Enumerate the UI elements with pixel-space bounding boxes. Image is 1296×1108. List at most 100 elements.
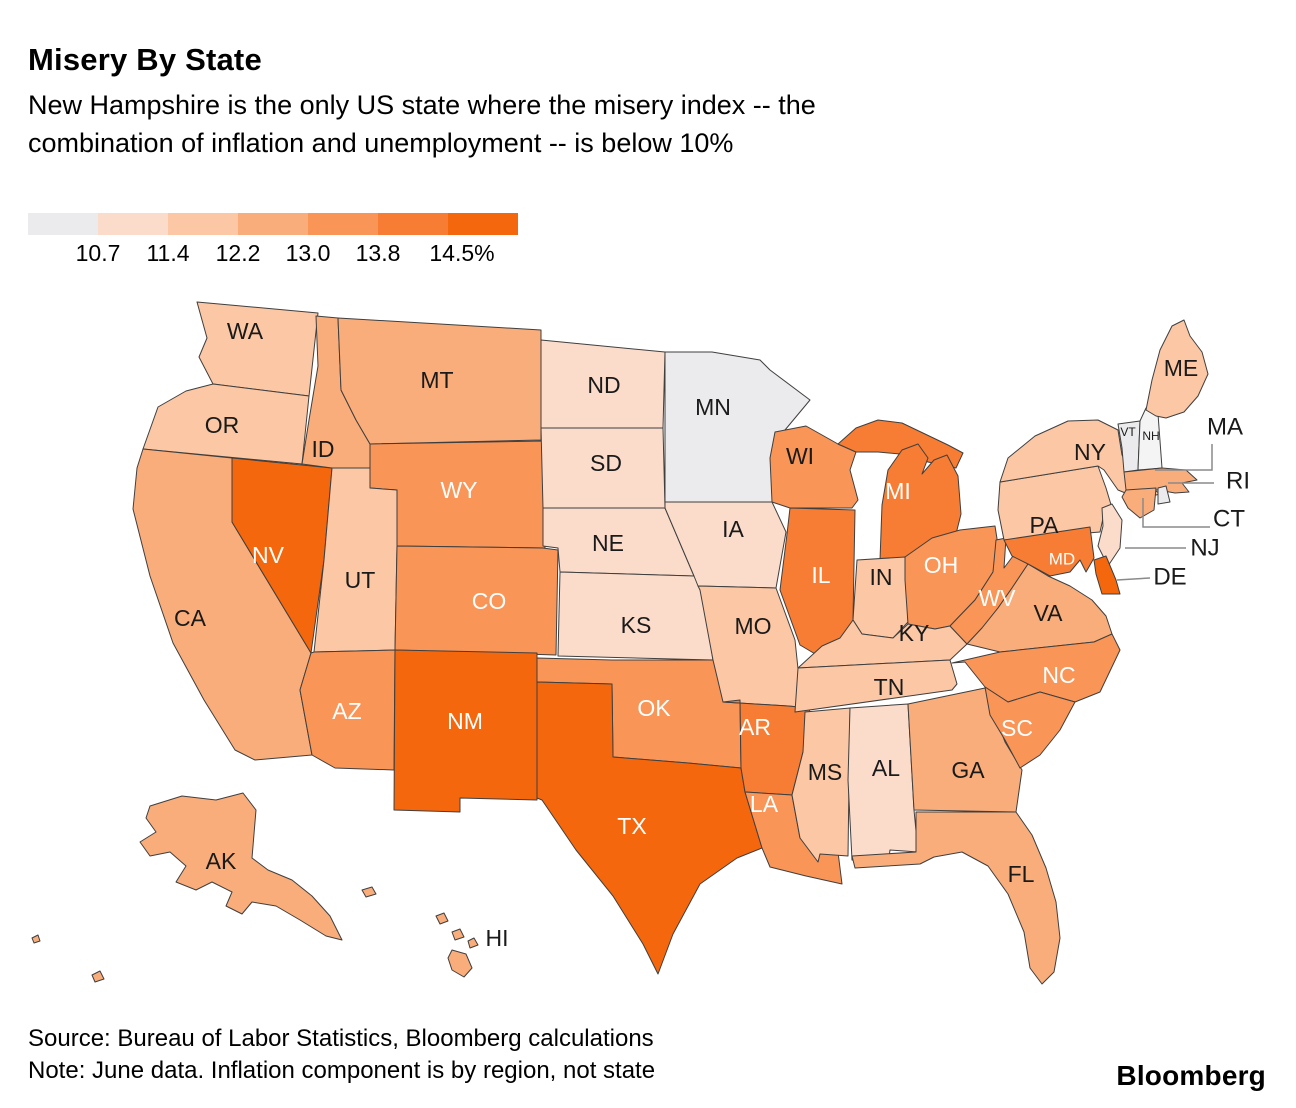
state-DE [1093, 555, 1121, 595]
state-label-ND: ND [587, 372, 620, 398]
state-CO [394, 545, 559, 656]
legend-swatch-3 [238, 213, 308, 235]
state-ME [1145, 319, 1209, 419]
state-label-NY: NY [1074, 439, 1106, 465]
chart-subtitle: New Hampshire is the only US state where… [28, 86, 816, 162]
state-AK-part2 [31, 934, 41, 944]
state-label-CT: CT [1213, 506, 1245, 533]
state-AK-part1 [91, 970, 105, 983]
state-label-VT: VT [1120, 425, 1136, 439]
state-label-MD: MD [1049, 550, 1075, 569]
legend-swatches [28, 213, 518, 235]
state-label-WA: WA [227, 318, 264, 344]
state-SC [984, 686, 1076, 769]
legend-swatch-4 [308, 213, 378, 235]
state-label-KS: KS [621, 612, 652, 638]
state-label-IL: IL [811, 562, 830, 588]
state-label-TN: TN [874, 674, 905, 700]
state-label-AK: AK [206, 848, 237, 874]
state-label-LA: LA [750, 791, 779, 817]
state-AK-part0 [139, 792, 343, 941]
state-label-TX: TX [617, 813, 646, 839]
state-label-NV: NV [252, 542, 285, 568]
subtitle-line-1: New Hampshire is the only US state where… [28, 90, 816, 120]
state-label-WI: WI [786, 443, 814, 469]
state-label-MO: MO [734, 613, 771, 639]
state-label-OR: OR [205, 412, 240, 438]
state-NM [393, 649, 538, 813]
legend-swatch-1 [98, 213, 168, 235]
state-label-WV: WV [978, 585, 1016, 611]
legend-swatch-5 [378, 213, 448, 235]
state-label-NH: NH [1142, 429, 1159, 443]
state-label-NC: NC [1042, 662, 1075, 688]
state-label-WY: WY [440, 477, 477, 503]
state-label-MS: MS [808, 759, 843, 785]
state-AK-part3 [361, 886, 377, 898]
state-label-AL: AL [872, 755, 900, 781]
state-NJ [1097, 503, 1123, 567]
state-label-MI: MI [885, 478, 911, 504]
state-AL [847, 703, 919, 865]
state-MD [1003, 526, 1095, 577]
state-label-SD: SD [590, 450, 622, 476]
leader-line-MA [1155, 444, 1213, 471]
state-label-MT: MT [420, 367, 453, 393]
state-HI-part0 [435, 912, 449, 925]
legend-swatch-6 [448, 213, 518, 235]
state-label-OK: OK [637, 695, 671, 721]
source-line: Source: Bureau of Labor Statistics, Bloo… [28, 1025, 654, 1052]
state-label-PA: PA [1030, 512, 1060, 538]
state-label-IA: IA [722, 516, 744, 542]
state-label-IN: IN [870, 564, 893, 590]
legend-tick-13.8: 13.8 [355, 240, 401, 266]
state-FL [851, 811, 1061, 985]
legend-tick-14.5: 14.5% [429, 240, 495, 266]
chart-footer: Source: Bureau of Labor Statistics, Bloo… [28, 1023, 655, 1087]
state-label-FL: FL [1008, 861, 1035, 887]
state-label-ID: ID [312, 436, 335, 462]
legend-tick-12.2: 12.2 [215, 240, 261, 266]
state-HI-part3 [447, 949, 473, 978]
state-label-NM: NM [447, 708, 483, 734]
state-label-SC: SC [1001, 715, 1033, 741]
state-NV [231, 457, 333, 654]
legend-swatch-0 [28, 213, 98, 235]
state-label-RI: RI [1226, 468, 1250, 495]
state-NC [951, 633, 1121, 703]
note-line: Note: June data. Inflation component is … [28, 1057, 656, 1084]
state-label-MN: MN [695, 394, 731, 420]
state-HI-part2 [467, 937, 479, 949]
legend-tick-13.0: 13.0 [285, 240, 331, 266]
color-scale-legend: 10.7 11.4 12.2 13.0 13.8 14.5% [28, 213, 588, 273]
state-label-CA: CA [174, 605, 207, 631]
state-TX [536, 681, 763, 975]
legend-tick-11.4: 11.4 [146, 240, 190, 266]
state-MI-part0 [837, 419, 964, 469]
state-label-NJ: NJ [1190, 535, 1219, 562]
state-RI [1157, 485, 1171, 505]
state-CT [1121, 487, 1157, 519]
page-title: Misery By State [28, 42, 262, 77]
state-TN [794, 659, 958, 713]
state-label-MA: MA [1207, 414, 1243, 441]
state-WI [769, 425, 859, 509]
state-label-GA: GA [951, 757, 985, 783]
state-WA [196, 301, 319, 397]
state-label-NE: NE [592, 530, 624, 556]
state-label-ME: ME [1164, 355, 1199, 381]
state-label-AR: AR [739, 714, 771, 740]
state-label-KY: KY [899, 620, 930, 646]
legend-tick-10.7: 10.7 [75, 240, 121, 266]
state-label-OH: OH [924, 552, 959, 578]
state-label-UT: UT [345, 567, 376, 593]
subtitle-line-2: combination of inflation and unemploymen… [28, 128, 734, 158]
leader-line-DE [1116, 577, 1151, 581]
leader-line-CT [1142, 498, 1210, 528]
state-NH [1137, 407, 1163, 471]
state-HI-part1 [451, 928, 465, 941]
state-label-AZ: AZ [332, 698, 361, 724]
